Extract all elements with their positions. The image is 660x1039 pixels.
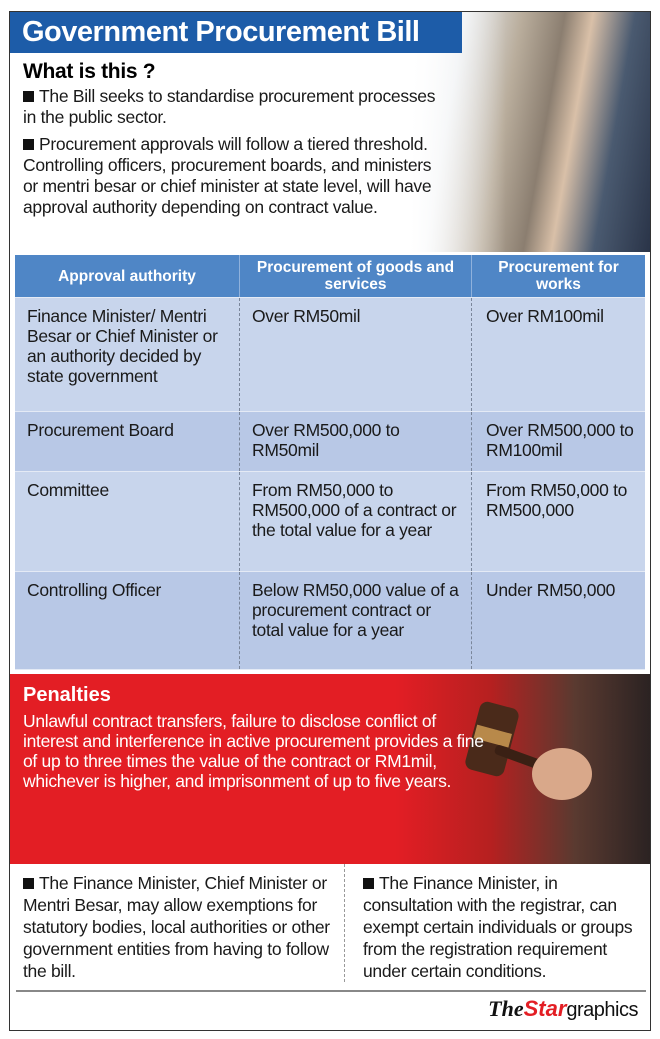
bullet-point: The Finance Minister, in consultation wi… xyxy=(363,873,633,981)
penalties-text: Unlawful contract transfers, failure to … xyxy=(23,711,484,791)
table-cell: From RM50,000 to RM500,000 of a contract… xyxy=(240,472,472,571)
bullet-square-icon xyxy=(23,139,34,150)
table-cell: Procurement Board xyxy=(15,412,240,471)
table-cell: Under RM50,000 xyxy=(486,580,616,600)
section-heading: What is this ? xyxy=(23,60,156,83)
table-row: Finance Minister/ Mentri Besar or Chief … xyxy=(15,298,645,412)
table-cell: Over RM100mil xyxy=(486,306,604,326)
page-title: Government Procurement Bill xyxy=(10,12,462,53)
column-header: Procurement for works xyxy=(498,259,619,293)
table-cell: From RM50,000 to RM500,000 xyxy=(486,480,628,520)
column-header: Procurement of goods and services xyxy=(240,255,472,297)
table-cell: Finance Minister/ Mentri Besar or Chief … xyxy=(15,298,240,411)
gavel-icon xyxy=(465,701,592,800)
bullet-point: The Finance Minister, Chief Minister or … xyxy=(10,864,345,982)
table-cell: Over RM50mil xyxy=(240,298,472,411)
what-is-this-section: What is this ? The Bill seeks to standar… xyxy=(23,60,443,218)
table-row: Controlling Officer Below RM50,000 value… xyxy=(15,572,645,670)
bullet-point: Procurement approvals will follow a tier… xyxy=(23,134,432,217)
table-row: Procurement Board Over RM500,000 to RM50… xyxy=(15,412,645,472)
the-star-graphics-logo: TheStargraphics xyxy=(488,996,638,1021)
intro-area: Government Procurement Bill What is this… xyxy=(10,12,650,255)
column-header: Approval authority xyxy=(15,255,240,297)
section-heading: Penalties xyxy=(23,684,111,706)
notes-section: The Finance Minister, Chief Minister or … xyxy=(10,864,650,990)
table-header: Approval authority Procurement of goods … xyxy=(15,255,645,298)
infographic: Government Procurement Bill What is this… xyxy=(9,11,651,1031)
table-cell: Committee xyxy=(15,472,240,571)
bullet-square-icon xyxy=(23,91,34,102)
bullet-square-icon xyxy=(23,878,34,889)
table-cell: Controlling Officer xyxy=(15,572,240,669)
bullet-point: The Bill seeks to standardise procuremen… xyxy=(23,86,436,127)
table-cell: Over RM500,000 to RM100mil xyxy=(486,420,634,460)
penalties-section: Penalties Unlawful contract transfers, f… xyxy=(10,674,650,864)
approval-table: Approval authority Procurement of goods … xyxy=(15,255,645,670)
table-cell: Below RM50,000 value of a procurement co… xyxy=(240,572,472,669)
table-row: Committee From RM50,000 to RM500,000 of … xyxy=(15,472,645,572)
divider xyxy=(16,990,646,992)
bullet-square-icon xyxy=(363,878,374,889)
table-cell: Over RM500,000 to RM50mil xyxy=(240,412,472,471)
